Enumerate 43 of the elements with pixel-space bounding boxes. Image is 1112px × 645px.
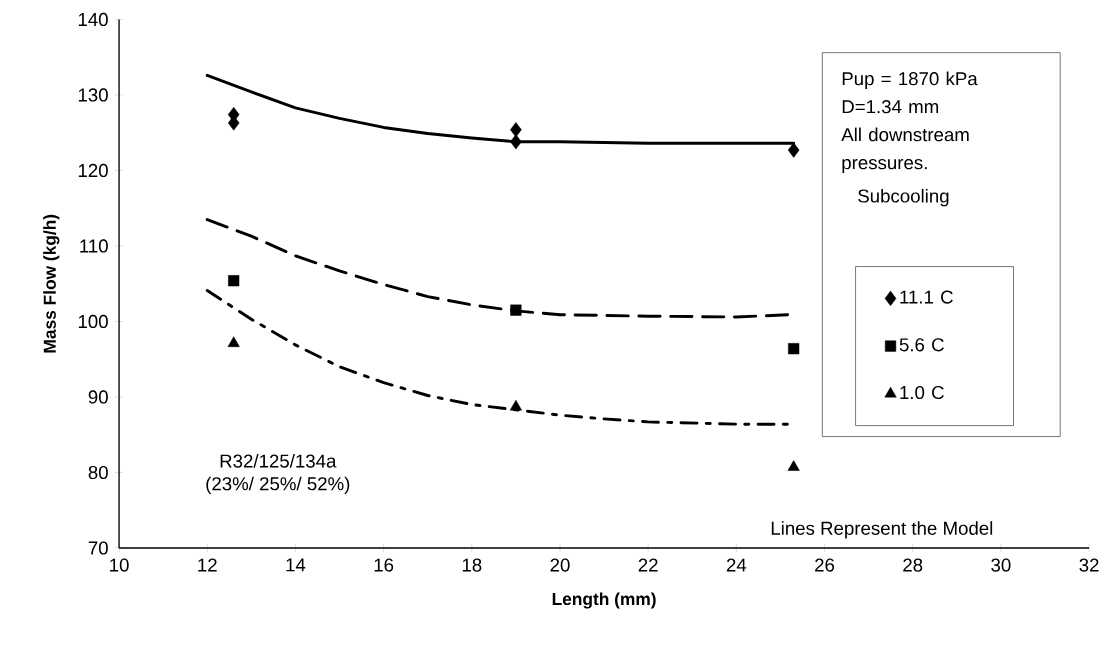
y-tick-label: 110 [80, 239, 108, 253]
annotation: D=1.34 mm [842, 100, 939, 114]
x-tick-label: 26 [815, 558, 835, 572]
y-tick-label: 140 [78, 12, 108, 27]
x-tick-label: 28 [903, 558, 923, 572]
legend-title: Subcooling [858, 188, 949, 207]
x-tick-label: 30 [991, 558, 1011, 572]
annotation: R32/125/134a [220, 453, 337, 468]
y-tick-label: 130 [78, 88, 108, 102]
point [788, 343, 800, 355]
y-axis-title: Mass Flow (kg/h) [43, 214, 60, 353]
x-tick-label: 12 [198, 558, 217, 572]
x-tick-label: 18 [462, 558, 482, 572]
y-tick-label: 80 [88, 465, 108, 480]
x-tick-label: 10 [110, 558, 129, 572]
point [227, 336, 240, 347]
point [787, 460, 800, 471]
x-tick-label: 16 [374, 558, 394, 572]
x-tick-label: 20 [550, 558, 570, 572]
x-tick-label: 22 [638, 558, 658, 572]
point [228, 275, 240, 287]
legend-label: 11.1 C [900, 290, 953, 304]
annotation: Lines Represent the Model [771, 521, 993, 539]
annotation: Pup = 1870 kPa [842, 71, 978, 89]
line-series [205, 218, 791, 319]
point [510, 304, 522, 316]
annotation: All downstream pressures. [841, 127, 969, 173]
y-tick-label: 70 [88, 541, 108, 555]
point [787, 142, 800, 158]
legend-label: 1.0 C [900, 385, 944, 400]
annotation: (23%/ 25%/ 52%) [206, 476, 350, 495]
point [510, 134, 522, 150]
y-tick-label: 120 [78, 163, 108, 178]
x-tick-label: 32 [1079, 558, 1099, 572]
line-series [205, 289, 791, 426]
point [509, 399, 522, 411]
point [510, 122, 522, 138]
y-tick-label: 100 [78, 314, 108, 329]
y-tick-label: 90 [88, 390, 108, 404]
x-tick-label: 14 [286, 558, 306, 572]
x-axis-title: Length (mm) [552, 592, 656, 609]
x-tick-label: 24 [726, 558, 747, 572]
legend-label: 5.6 C [899, 338, 944, 352]
